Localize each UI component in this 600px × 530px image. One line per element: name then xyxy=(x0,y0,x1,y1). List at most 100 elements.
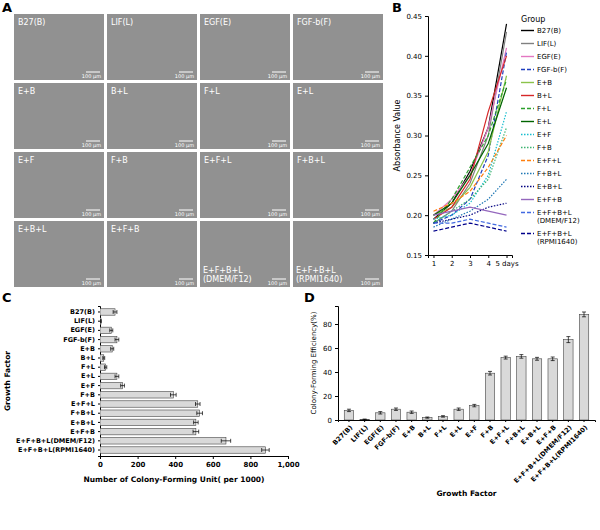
tick-mark xyxy=(458,420,459,422)
image-label: E+F xyxy=(18,156,35,165)
error-bar xyxy=(193,430,199,434)
image-tile xyxy=(14,152,104,218)
figure: AB27(B)100 μmLIF(L)100 μmEGF(E)100 μmFGF… xyxy=(0,0,600,530)
scale-bar-label: 100 μm xyxy=(82,73,101,80)
image-tile xyxy=(107,152,197,218)
error-bar xyxy=(363,419,367,420)
tick-label: E+F+B+L(DMEM/F12) xyxy=(16,437,95,445)
image-shade xyxy=(293,221,383,287)
tick: F+B+L xyxy=(71,409,100,417)
bar xyxy=(454,409,463,420)
bar xyxy=(360,419,369,420)
tick: FGF-b(F) xyxy=(373,420,401,452)
tick: E+F+L xyxy=(71,400,100,408)
tick: 3 xyxy=(468,255,472,268)
tick-label: F+B xyxy=(80,391,95,399)
micrograph: F+L100 μm xyxy=(200,83,290,149)
bar xyxy=(344,410,353,420)
y-axis-title: Growth Factor xyxy=(3,351,12,411)
tick-mark xyxy=(427,420,428,422)
tick-mark xyxy=(395,420,396,422)
image-label: EGF(E) xyxy=(204,18,231,27)
tick: 0.25 xyxy=(406,172,428,180)
bar xyxy=(100,392,173,398)
error-bar xyxy=(582,312,586,317)
micrograph: E+F+B+L(RPMI1640)100 μm xyxy=(293,221,383,287)
tick-label: LIF(L) xyxy=(74,317,95,325)
tick-label: E+B xyxy=(80,345,95,353)
tick-mark xyxy=(584,420,585,422)
error-bar xyxy=(171,393,177,397)
legend-label: E+F xyxy=(537,131,551,139)
error-bar xyxy=(551,357,555,361)
tick-mark xyxy=(505,420,506,422)
tick-mark xyxy=(98,357,100,358)
panel-label: C xyxy=(2,290,12,305)
tick: 20 xyxy=(323,393,338,401)
image-tile xyxy=(293,152,383,218)
tick-mark xyxy=(98,339,100,340)
error-bar xyxy=(425,417,429,418)
image-shade xyxy=(200,14,290,80)
legend-label: LIF(L) xyxy=(537,40,557,48)
tick-mark xyxy=(452,255,453,258)
image-shade xyxy=(14,152,104,218)
scale-bar-label: 100 μm xyxy=(268,73,287,80)
tick-label: FGF-b(F) xyxy=(373,424,401,452)
tick: E+F+B xyxy=(70,428,100,436)
micrograph: B+L100 μm xyxy=(107,83,197,149)
micrograph: E+F100 μm xyxy=(14,152,104,218)
tick: 200 xyxy=(131,456,146,469)
scale-bar-label: 100 μm xyxy=(82,280,101,287)
micrograph: F+B100 μm xyxy=(107,152,197,218)
legend-label: F+L xyxy=(537,105,551,113)
image-label: LIF(L) xyxy=(111,18,133,27)
image-tile xyxy=(200,14,290,80)
tick: E+F+B+L(RPMI1640) xyxy=(18,446,100,454)
error-bar xyxy=(113,310,117,314)
x-axis-title: Growth Factor xyxy=(436,489,496,498)
error-bar xyxy=(394,408,398,410)
bar xyxy=(100,373,117,379)
legend-item: E+B xyxy=(521,79,552,87)
bar xyxy=(100,364,106,370)
x-axis-title: Number of Colony-Forming Unit( per 1000) xyxy=(83,475,264,484)
legend-item: F+B+L xyxy=(521,170,562,178)
micrograph: FGF-b(F)100 μm xyxy=(293,14,383,80)
micrograph: E+L100 μm xyxy=(293,83,383,149)
error-bar xyxy=(110,328,113,332)
tick-label: E+F+B+L(DMEM/F12) xyxy=(512,424,573,485)
tick-mark xyxy=(411,420,412,422)
scale-bar-label: 100 μm xyxy=(175,73,194,80)
image-label: B27(B) xyxy=(18,18,45,27)
tick-mark xyxy=(568,420,569,422)
tick-mark xyxy=(490,420,491,422)
scale-bar-label: 100 μm xyxy=(361,211,380,218)
error-bar xyxy=(519,355,523,359)
tick: B+L xyxy=(80,354,100,362)
axis-line xyxy=(425,17,429,256)
image-tile xyxy=(14,83,104,149)
legend-title: Group xyxy=(521,15,545,24)
tick-mark xyxy=(507,255,508,258)
bar xyxy=(100,327,111,333)
series-line xyxy=(433,56,506,219)
bar xyxy=(438,416,447,420)
bar xyxy=(100,428,196,434)
series-line xyxy=(433,128,506,224)
image-tile xyxy=(14,14,104,80)
tick-mark xyxy=(98,413,100,414)
image-tile xyxy=(107,14,197,80)
legend-item: B27(B) xyxy=(521,27,561,35)
micrograph: E+B100 μm xyxy=(14,83,104,149)
bar xyxy=(100,346,112,352)
legend-label: E+F+B+L(DMEM/F12) xyxy=(537,209,580,225)
tick-label: 0 xyxy=(328,417,332,425)
tick: 80 xyxy=(323,321,338,329)
series-line xyxy=(433,136,506,212)
tick-label: 20 xyxy=(323,393,332,401)
tick-mark xyxy=(98,311,100,312)
tick-label: B+L xyxy=(80,354,95,362)
tick-mark xyxy=(364,420,365,422)
tick-label: 3 xyxy=(468,260,472,268)
